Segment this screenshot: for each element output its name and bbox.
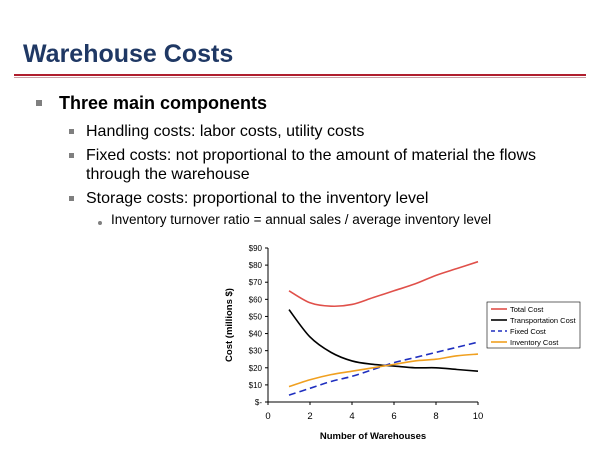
legend-label: Total Cost: [510, 305, 544, 314]
legend-label: Transportation Cost: [510, 316, 577, 325]
sub-bullet-handling: Handling costs: labor costs, utility cos…: [86, 123, 365, 140]
sub-sub-bullet-turnover: Inventory turnover ratio = annual sales …: [111, 212, 492, 227]
bullet-square-icon: [69, 129, 74, 134]
y-tick-label: $10: [249, 381, 263, 390]
y-tick-label: $40: [249, 330, 263, 339]
chart-series: [288, 260, 479, 396]
y-tick-label: $20: [249, 364, 263, 373]
y-tick-label: $60: [249, 295, 263, 304]
title-divider: [14, 74, 586, 76]
y-tick-label: $50: [249, 312, 263, 321]
bullet-dot-icon: [98, 221, 102, 225]
y-tick-label: $70: [249, 278, 263, 287]
x-tick-label: 8: [433, 411, 438, 422]
y-tick-label: $-: [255, 398, 262, 407]
chart-axes: $- $10 $20 $30 $40 $50 $60 $70 $80 $90 0 2 4 6 8 10 Numb…: [224, 244, 483, 442]
y-tick-label: $90: [249, 244, 263, 253]
x-tick-label: 10: [473, 411, 484, 422]
series-line-inventory-cost: [288, 353, 479, 388]
y-axis-label: Cost (millions $): [224, 288, 235, 362]
legend-label: Fixed Cost: [510, 327, 547, 336]
y-tick-label: $30: [249, 347, 263, 356]
x-tick-label: 4: [349, 411, 354, 422]
sub-bullet-storage: Storage costs: proportional to the inven…: [86, 190, 429, 207]
main-bullet: Three main components: [59, 93, 268, 113]
bullet-square-icon: [36, 100, 42, 106]
x-tick-label: 0: [265, 411, 270, 422]
x-axis-label: Number of Warehouses: [320, 431, 426, 442]
title-divider-shadow: [14, 77, 586, 78]
sub-bullet-fixed: Fixed costs: not proportional to the amo…: [86, 147, 537, 183]
series-line-total-cost: [288, 260, 479, 308]
y-tick-label: $80: [249, 261, 263, 270]
slide-title: Warehouse Costs: [23, 40, 234, 68]
x-tick-label: 2: [307, 411, 312, 422]
x-tick-label: 6: [391, 411, 396, 422]
series-line-transportation-cost: [288, 309, 479, 372]
series-line-fixed-cost: [288, 341, 479, 396]
chart-legend: Total Cost Transportation Cost Fixed Cost I…: [486, 301, 581, 349]
legend-label: Inventory Cost: [510, 338, 559, 347]
bullet-square-icon: [69, 196, 74, 201]
bullet-square-icon: [69, 153, 74, 158]
